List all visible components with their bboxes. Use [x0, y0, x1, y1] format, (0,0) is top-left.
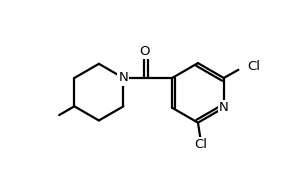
- Text: N: N: [119, 72, 128, 84]
- Text: O: O: [139, 45, 150, 58]
- Text: Cl: Cl: [194, 138, 207, 151]
- Text: N: N: [219, 101, 229, 114]
- Text: Cl: Cl: [247, 60, 260, 73]
